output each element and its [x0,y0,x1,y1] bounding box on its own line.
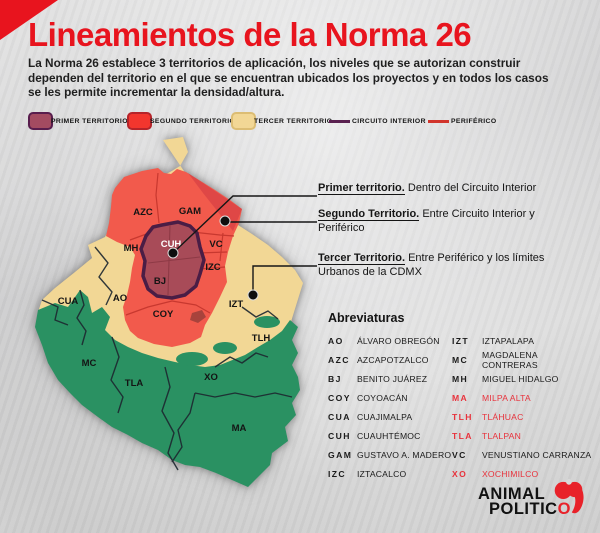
page-subtitle: La Norma 26 establece 3 territorios de a… [28,56,549,100]
abbr-code: MH [452,373,469,384]
abbr-name: GUSTAVO A. MADERO [357,449,452,460]
abbr-name: CUAUHTÉMOC [357,430,421,441]
subtitle-line-3: se les permite incrementar la densidad/a… [28,85,285,99]
annotation-tercer-text: Entre Periférico y los límites Urbanos d… [318,252,545,278]
primer-territorio-swatch-icon [28,112,53,130]
abbr-code: VC [452,449,467,460]
abbr-code-highlighted: XO [452,468,468,479]
abbr-code: COY [328,392,351,403]
map-label-cua: CUA [58,296,79,307]
map-label-tlh: TLH [252,333,271,344]
abbr-name-highlighted: MILPA ALTA [482,392,531,403]
map-label-tla: TLA [125,378,144,389]
region-exterior-verde [35,290,300,487]
annotation-segundo-title: Segundo Territorio. [318,208,420,221]
map-label-mc: MC [82,358,97,369]
tercer-territorio-swatch-icon [231,112,256,130]
map-label-ma: MA [232,423,247,434]
abbr-name: MIGUEL HIDALGO [482,373,559,384]
legend-label-tercer: TERCER TERRITORIO. [254,118,335,125]
abbr-name-highlighted: TLÁHUAC [482,411,524,422]
abbr-name-highlighted: TLALPAN [482,430,521,441]
abbr-code: AO [328,335,344,346]
map-label-mh: MH [124,243,139,254]
coy-dark-spot [190,310,206,323]
logo-text-animal: ANIMAL [478,485,546,503]
map-label-cuh: CUH [161,239,182,250]
abbr-code-highlighted: TLH [452,411,473,422]
map-label-izc: IZC [205,262,220,273]
map-label-coy: COY [153,309,174,320]
green-patches [176,316,280,366]
animal-politico-logo: ANIMAL POLITICO [477,479,592,525]
map-label-vc: VC [209,239,222,250]
purple-internal-lines [147,224,201,296]
abbr-name: ÁLVARO OBREGÓN [357,335,440,346]
map-label-bj: BJ [154,276,166,287]
annotation-tercer: Tercer Territorio. Entre Periférico y lo… [318,251,568,279]
abbr-name: COYOACÁN [357,392,408,403]
annotation-primer-title: Primer territorio. [318,182,405,195]
abbr-code: IZT [452,335,470,346]
page-title: Lineamientos de la Norma 26 [28,16,472,53]
abbr-name: IZTAPALAPA [482,335,535,346]
annotation-primer: Primer territorio. Dentro del Circuito I… [318,181,568,195]
map-label-xo: XO [204,372,218,383]
logo-text-politico: POLITICO [489,500,571,519]
abbr-name: IZTACALCO [357,468,407,479]
map-label-izt: IZT [229,299,243,310]
logo-text-politic: POLITIC [489,500,558,518]
borough-borders [41,246,293,471]
abbr-code: BJ [328,373,342,384]
subtitle-line-1: La Norma 26 establece 3 territorios de a… [28,56,521,70]
legend-label-circuito: CIRCUITO INTERIOR [352,118,426,125]
map-label-azc: AZC [133,207,153,218]
abbr-code: MC [452,354,469,365]
abbreviations-table: AO ÁLVARO OBREGÓN IZT IZTAPALAPA AZC AZC… [328,331,594,483]
annotation-segundo-text: Entre Circuito Interior y Periférico [318,208,535,234]
abbr-name: VENUSTIANO CARRANZA [482,449,592,460]
legend-label-periferico: PERIFÉRICO [451,118,497,125]
legend-label-primer: PRIMER TERRITORIO. [51,118,131,125]
map-label-ao: AO [113,293,127,304]
map-label-gam: GAM [179,206,201,217]
abbr-code: IZC [328,468,347,479]
abbr-code-highlighted: TLA [452,430,473,441]
legend-label-segundo: SEGUNDO TERRITORIO. [150,118,238,125]
periferico-line-icon [428,120,449,123]
abbr-name-highlighted: XOCHIMILCO [482,468,539,479]
segundo-territorio-swatch-icon [127,112,152,130]
circuito-interior-line-icon [329,120,350,123]
abbr-name: CUAJIMALPA [357,411,413,422]
subtitle-line-2: dependen del territorio en el que se enc… [28,70,549,85]
abbr-code-highlighted: MA [452,392,469,403]
annotation-segundo: Segundo Territorio. Entre Circuito Inter… [318,207,548,235]
annotation-tercer-title: Tercer Territorio. [318,252,406,265]
abbr-code: AZC [328,354,350,365]
animal-politico-elephant-icon [554,479,584,514]
cdmx-map: AZC GAM MH CUH VC IZC BJ CUA AO COY IZT … [35,137,303,487]
logo-red-o: O [557,500,571,518]
abbr-code: CUA [328,411,351,422]
annotation-primer-text: Dentro del Circuito Interior [407,182,537,194]
abbr-name: MAGDALENA CONTRERAS [482,349,538,370]
abbr-code: CUH [328,430,351,441]
abbr-code: GAM [328,449,353,460]
abbr-name: BENITO JUÁREZ [357,373,428,384]
abbreviations-heading: Abreviaturas [328,311,405,325]
abbr-name: AZCAPOTZALCO [357,354,429,365]
